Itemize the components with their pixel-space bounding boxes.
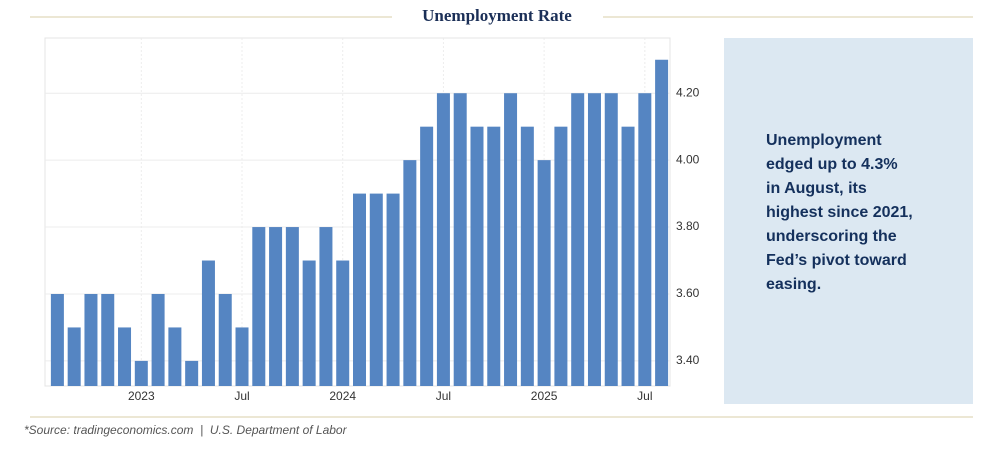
bar: [621, 126, 635, 386]
annotation-line: easing.: [766, 276, 821, 293]
bar: [252, 227, 266, 386]
bar: [537, 160, 551, 386]
bar: [470, 126, 484, 386]
bar: [201, 260, 215, 386]
y-tick-label: 3.60: [676, 286, 700, 300]
bar: [168, 327, 182, 386]
bar: [101, 293, 115, 386]
x-tick-label: Jul: [637, 389, 652, 403]
chart-title: Unemployment Rate: [422, 6, 572, 25]
bar: [420, 126, 434, 386]
bar: [369, 193, 383, 386]
bar: [218, 293, 232, 386]
bar: [453, 93, 467, 386]
annotation: Unemployment edged up to 4.3% in August, i…: [766, 132, 913, 293]
bar: [655, 59, 669, 386]
annotation-line: Unemployment: [766, 132, 882, 149]
bar: [319, 227, 333, 386]
bar: [436, 93, 450, 386]
x-tick-label: Jul: [234, 389, 249, 403]
bar: [134, 360, 148, 386]
y-tick-label: 4.20: [676, 85, 700, 99]
source: *Source: tradingeconomics.com | U.S. Dep…: [24, 423, 348, 437]
annotation-line: Fed’s pivot toward: [766, 252, 907, 269]
annotation-line: highest since 2021,: [766, 204, 913, 221]
x-tick-label: Jul: [436, 389, 451, 403]
bar: [520, 126, 534, 386]
bar: [151, 293, 165, 386]
bar: [604, 93, 618, 386]
y-tick-label: 4.00: [676, 152, 700, 166]
bar: [302, 260, 316, 386]
bar: [403, 160, 417, 386]
bar: [118, 327, 132, 386]
annotation-box: [724, 38, 973, 404]
bar: [487, 126, 501, 386]
bar: [587, 93, 601, 386]
bar: [269, 227, 283, 386]
x-tick-label: 2025: [531, 389, 558, 403]
bar: [571, 93, 585, 386]
bar: [554, 126, 568, 386]
bar: [285, 227, 299, 386]
bar: [386, 193, 400, 386]
x-tick-label: 2023: [128, 389, 155, 403]
annotation-line: underscoring the: [766, 228, 897, 245]
y-tick-label: 3.80: [676, 219, 700, 233]
annotation-line: in August, its: [766, 180, 867, 197]
bar: [235, 327, 249, 386]
bar: [50, 293, 64, 386]
bar: [353, 193, 366, 386]
bar: [336, 260, 350, 386]
bar: [67, 327, 81, 386]
y-tick-label: 3.40: [676, 353, 700, 367]
bar: [185, 360, 199, 386]
annotation-line: edged up to 4.3%: [766, 156, 898, 173]
x-tick-label: 2024: [329, 389, 356, 403]
bar: [504, 93, 518, 386]
bar: [84, 293, 98, 386]
bar: [638, 93, 652, 386]
